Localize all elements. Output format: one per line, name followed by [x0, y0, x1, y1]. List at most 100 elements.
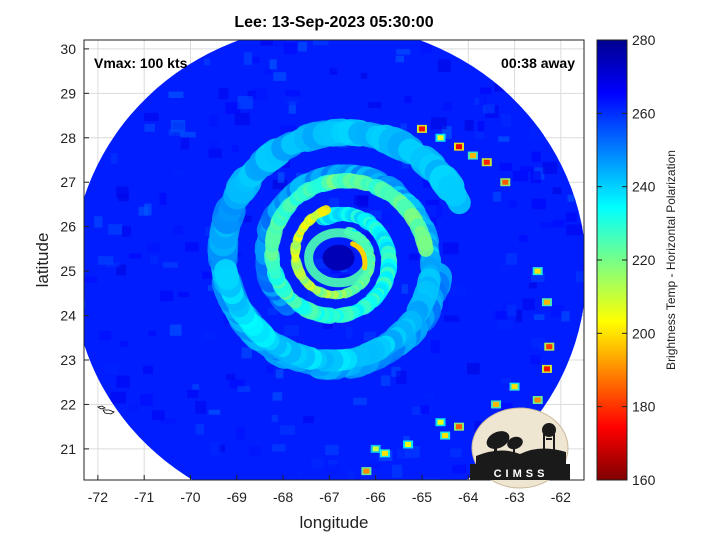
texture-patch [267, 307, 278, 316]
texture-patch [522, 298, 535, 311]
texture-patch [353, 397, 367, 406]
colorbar-tick-label: 200 [632, 325, 656, 341]
texture-patch [284, 325, 299, 336]
texture-patch [283, 42, 297, 55]
colorbar-tick-label: 220 [632, 252, 656, 268]
texture-patch [203, 58, 211, 66]
x-tick-label: -70 [180, 489, 200, 505]
convective-cell [511, 384, 518, 390]
texture-patch [404, 446, 420, 458]
texture-patch [150, 255, 158, 265]
texture-patch [443, 242, 459, 255]
texture-patch [218, 88, 229, 100]
texture-patch [575, 271, 584, 283]
texture-patch [169, 324, 182, 336]
texture-patch [430, 340, 440, 353]
texture-patch [420, 42, 433, 54]
y-tick-label: 30 [60, 41, 76, 57]
texture-patch [358, 32, 366, 37]
texture-patch [410, 467, 427, 475]
texture-patch [565, 212, 577, 223]
texture-patch [99, 331, 112, 341]
texture-patch [401, 284, 408, 294]
microwave-swath [84, 32, 584, 522]
texture-patch [210, 442, 221, 456]
texture-patch [307, 288, 318, 301]
texture-patch [423, 179, 434, 188]
storm-eye [322, 244, 355, 271]
texture-patch [368, 102, 382, 109]
texture-patch [280, 124, 296, 137]
texture-patch [116, 264, 127, 276]
x-tick-label: -71 [134, 489, 154, 505]
texture-patch [84, 276, 98, 283]
texture-patch [449, 298, 464, 311]
y-tick-label: 29 [60, 85, 76, 101]
convective-cell [437, 135, 444, 141]
texture-patch [423, 477, 440, 480]
texture-patch [111, 153, 118, 164]
texture-patch [298, 41, 307, 52]
texture-patch [531, 273, 545, 282]
x-tick-label: -64 [458, 489, 478, 505]
texture-patch [425, 393, 435, 400]
y-axis-label: latitude [33, 233, 52, 288]
texture-patch [398, 218, 406, 232]
texture-patch [550, 305, 565, 318]
texture-patch [561, 311, 570, 322]
texture-patch [296, 471, 303, 478]
y-tick-label: 26 [60, 219, 76, 235]
texture-patch [260, 40, 274, 46]
texture-patch [160, 418, 177, 424]
convective-cell [456, 144, 462, 150]
texture-patch [408, 253, 419, 261]
texture-patch [531, 337, 546, 349]
texture-patch [499, 163, 513, 171]
texture-patch [94, 216, 103, 228]
texture-patch [217, 444, 226, 453]
texture-patch [501, 114, 511, 127]
texture-patch [346, 326, 353, 340]
convective-cell [442, 433, 449, 439]
texture-patch [129, 401, 139, 412]
texture-patch [265, 509, 272, 516]
texture-patch [360, 72, 368, 79]
texture-patch [452, 464, 467, 474]
texture-patch [505, 253, 518, 265]
texture-patch [509, 200, 518, 208]
texture-patch [498, 136, 510, 142]
y-tick-label: 22 [60, 396, 76, 412]
texture-patch [515, 309, 523, 323]
texture-patch [464, 119, 474, 131]
time-away-annotation: 00:38 away [501, 55, 575, 71]
texture-patch [425, 199, 440, 206]
texture-patch [530, 355, 541, 365]
colorbar-tick-label: 280 [632, 32, 656, 48]
texture-patch [528, 282, 537, 289]
texture-patch [530, 171, 541, 184]
texture-patch [314, 258, 329, 269]
texture-patch [151, 410, 165, 420]
texture-patch [178, 291, 190, 298]
texture-patch [275, 510, 284, 522]
texture-patch [303, 415, 315, 424]
texture-patch [285, 90, 301, 97]
texture-patch [187, 389, 199, 398]
texture-patch [208, 139, 220, 150]
convective-cell [363, 468, 370, 474]
colorbar-tick-label: 160 [632, 472, 656, 488]
texture-patch [332, 482, 342, 489]
texture-patch [272, 392, 283, 401]
x-tick-label: -65 [412, 489, 432, 505]
texture-patch [168, 129, 184, 136]
texture-patch [567, 194, 575, 202]
texture-patch [173, 170, 186, 176]
texture-patch [518, 234, 528, 242]
texture-patch [275, 369, 284, 379]
x-axis-ticks: -72 -71 -70 -69 -68 -67 -66 -65 -64 -63 -62 [88, 475, 571, 505]
texture-patch [168, 91, 184, 99]
texture-patch [499, 402, 513, 413]
texture-patch [520, 166, 535, 172]
x-tick-label: -67 [319, 489, 339, 505]
texture-patch [531, 151, 541, 162]
